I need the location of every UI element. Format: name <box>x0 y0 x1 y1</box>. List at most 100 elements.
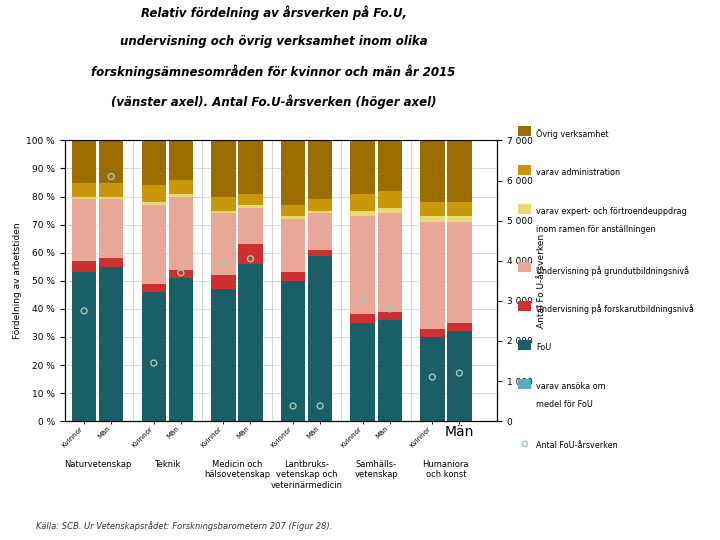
Bar <box>168 269 193 278</box>
Bar <box>377 191 402 208</box>
Bar <box>142 284 166 292</box>
Bar <box>238 208 263 244</box>
Bar <box>351 194 375 211</box>
Bar <box>168 194 193 197</box>
Bar <box>281 140 305 205</box>
Bar <box>142 205 166 284</box>
Bar <box>308 199 333 211</box>
Text: varav ansöka om: varav ansöka om <box>536 382 606 392</box>
Bar <box>377 213 402 312</box>
Bar <box>420 328 444 337</box>
Bar <box>211 211 235 213</box>
Point <box>217 259 229 267</box>
Bar <box>447 202 472 216</box>
Point <box>426 373 438 381</box>
Text: varav administration: varav administration <box>536 168 621 178</box>
Point <box>315 402 326 410</box>
Bar <box>168 197 193 269</box>
Bar <box>377 140 402 191</box>
Bar <box>447 140 472 202</box>
Point <box>287 402 299 410</box>
Bar <box>420 216 444 222</box>
Bar <box>281 272 305 281</box>
Bar <box>308 213 333 250</box>
Bar <box>72 261 96 272</box>
Bar <box>308 255 333 421</box>
Bar <box>281 281 305 421</box>
Bar <box>351 323 375 421</box>
Bar <box>351 216 375 314</box>
Bar <box>72 197 96 199</box>
Bar <box>420 337 444 421</box>
Point <box>148 359 160 367</box>
Text: undervisning och övrig verksamhet inom olika: undervisning och övrig verksamhet inom o… <box>120 35 428 48</box>
Bar <box>281 216 305 219</box>
Y-axis label: Antal Fo.U-årsverken: Antal Fo.U-årsverken <box>536 234 546 328</box>
Bar <box>211 213 235 275</box>
Text: Övrig verksamhet: Övrig verksamhet <box>536 130 609 139</box>
Bar <box>99 197 123 199</box>
Text: medel för FoU: medel för FoU <box>536 400 593 409</box>
Point <box>519 440 531 448</box>
Bar <box>238 244 263 264</box>
Point <box>245 254 256 263</box>
Text: Undervisning på forskarutbildningsnivå: Undervisning på forskarutbildningsnivå <box>536 305 694 314</box>
Text: Antal FoU-årsverken: Antal FoU-årsverken <box>536 441 618 450</box>
Bar <box>168 180 193 194</box>
Bar <box>142 202 166 205</box>
Bar <box>281 205 305 216</box>
Bar <box>238 194 263 205</box>
Bar <box>447 222 472 323</box>
Text: FoU: FoU <box>536 343 552 353</box>
Bar <box>211 289 235 421</box>
Bar <box>447 332 472 421</box>
Bar <box>72 199 96 261</box>
Bar <box>168 140 193 180</box>
Bar <box>238 205 263 208</box>
Bar <box>420 202 444 216</box>
Y-axis label: Fördelning av arbetstiden: Fördelning av arbetstiden <box>13 222 22 339</box>
Text: forskningsämnesområden för kvinnor och män år 2015: forskningsämnesområden för kvinnor och m… <box>91 65 456 79</box>
Bar <box>308 140 333 199</box>
Bar <box>211 140 235 197</box>
Text: Källa: SCB. Ur Vetenskapsrådet: Forskningsbarometern 207 (Figur 28).: Källa: SCB. Ur Vetenskapsrådet: Forsknin… <box>36 521 333 531</box>
Bar <box>308 211 333 213</box>
Bar <box>351 211 375 216</box>
Bar <box>377 320 402 421</box>
Bar <box>99 258 123 267</box>
Point <box>357 294 369 303</box>
Bar <box>72 183 96 197</box>
Bar <box>351 140 375 194</box>
Bar <box>238 264 263 421</box>
Bar <box>211 275 235 289</box>
Bar <box>447 323 472 332</box>
Bar <box>99 267 123 421</box>
Point <box>175 268 186 277</box>
Bar <box>238 140 263 194</box>
Bar <box>377 312 402 320</box>
Point <box>384 305 395 313</box>
Text: inom ramen för anställningen: inom ramen för anställningen <box>536 225 656 234</box>
Bar <box>377 208 402 213</box>
Bar <box>447 216 472 222</box>
Bar <box>308 250 333 255</box>
Bar <box>142 185 166 202</box>
Text: Undervisning på grundutbildningsnivå: Undervisning på grundutbildningsnivå <box>536 266 690 275</box>
Bar <box>211 197 235 211</box>
Bar <box>72 140 96 183</box>
Bar <box>420 222 444 328</box>
Bar <box>142 292 166 421</box>
Point <box>78 307 90 315</box>
Bar <box>281 219 305 272</box>
Point <box>105 172 117 181</box>
Bar <box>142 140 166 185</box>
Bar <box>72 272 96 421</box>
Bar <box>420 140 444 202</box>
Point <box>454 369 465 377</box>
Bar <box>99 183 123 197</box>
Bar <box>168 278 193 421</box>
Text: varav expert- och förtroendeuppdrag: varav expert- och förtroendeuppdrag <box>536 207 687 217</box>
Bar <box>99 199 123 258</box>
Bar <box>351 314 375 323</box>
Text: (vänster axel). Antal Fo.U-årsverken (höger axel): (vänster axel). Antal Fo.U-årsverken (hö… <box>111 94 436 109</box>
